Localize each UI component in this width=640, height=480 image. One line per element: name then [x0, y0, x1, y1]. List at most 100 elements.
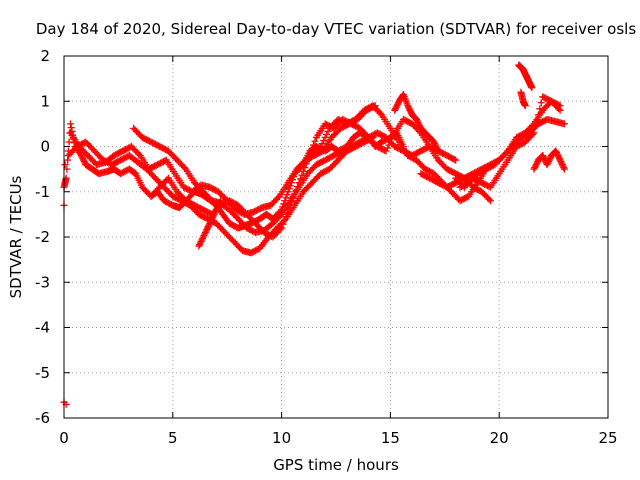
data-point — [202, 227, 210, 235]
data-point — [545, 156, 553, 164]
y-tick-label: -4 — [35, 319, 50, 337]
data-point — [555, 155, 563, 163]
y-tick-label: -2 — [35, 228, 50, 246]
data-point — [207, 218, 215, 226]
data-point — [382, 147, 390, 155]
y-tick-label: -1 — [35, 183, 50, 201]
data-point — [560, 165, 568, 173]
data-point — [288, 198, 296, 206]
x-tick-label: 25 — [598, 429, 617, 447]
data-point — [533, 159, 541, 167]
data-point — [560, 120, 568, 128]
data-point — [323, 130, 331, 138]
data-point — [77, 152, 85, 160]
data-point — [528, 84, 536, 92]
data-point — [292, 186, 300, 194]
data-point — [431, 139, 439, 147]
data-point — [281, 216, 289, 224]
data-point — [198, 236, 206, 244]
data-point — [554, 152, 562, 160]
data-point — [558, 159, 566, 167]
data-point — [199, 233, 207, 241]
x-tick-label: 0 — [59, 429, 69, 447]
data-point — [545, 158, 553, 166]
data-point — [206, 219, 214, 227]
series-track-h — [391, 90, 442, 155]
data-point — [432, 143, 440, 150]
data-point — [283, 209, 291, 217]
data-point — [544, 159, 552, 167]
data-point — [530, 129, 538, 137]
data-point — [413, 117, 421, 125]
data-point — [282, 213, 290, 221]
data-point — [532, 161, 540, 169]
data-point — [539, 152, 547, 160]
data-point — [195, 242, 203, 250]
data-point — [531, 164, 539, 172]
data-point — [391, 105, 399, 113]
data-point — [212, 207, 220, 215]
data-point — [180, 164, 188, 172]
data-point — [201, 228, 209, 236]
data-point — [537, 99, 545, 107]
data-point — [530, 165, 538, 173]
data-point — [67, 120, 75, 128]
data-point — [546, 155, 554, 163]
data-point — [216, 198, 224, 206]
series-track-l — [515, 61, 536, 92]
data-point — [406, 106, 414, 114]
data-point — [278, 224, 286, 232]
data-point — [279, 220, 287, 228]
data-point — [276, 212, 284, 220]
data-point — [208, 215, 216, 223]
x-tick-label: 5 — [168, 429, 178, 447]
series-track-m — [517, 88, 529, 110]
data-point — [521, 102, 529, 110]
data-point — [209, 212, 217, 220]
data-point — [135, 150, 143, 158]
y-tick-label: -6 — [35, 409, 50, 427]
x-tick-label: 10 — [272, 429, 291, 447]
data-point — [431, 141, 439, 149]
data-point — [558, 161, 566, 169]
data-point — [199, 235, 207, 243]
data-point — [556, 102, 564, 110]
y-tick-label: 0 — [40, 138, 50, 156]
data-point — [294, 182, 302, 190]
data-point — [210, 210, 218, 218]
data-point — [531, 162, 539, 170]
data-point — [539, 153, 547, 161]
data-point — [405, 105, 413, 113]
data-point — [289, 194, 297, 202]
data-point — [282, 194, 290, 202]
data-point — [415, 120, 423, 128]
data-point — [203, 225, 211, 233]
data-point — [557, 158, 565, 166]
data-point — [204, 222, 212, 230]
data-point — [552, 147, 560, 155]
data-point — [217, 197, 225, 205]
data-point — [553, 150, 561, 158]
data-point — [388, 135, 396, 143]
data-point — [286, 201, 294, 209]
data-point — [560, 164, 568, 172]
data-point — [283, 191, 291, 199]
data-point — [393, 102, 401, 110]
x-axis-label: GPS time / hours — [273, 456, 399, 474]
data-point — [308, 145, 316, 153]
data-point — [553, 149, 561, 157]
data-point — [324, 127, 332, 135]
data-point — [64, 156, 72, 164]
data-point — [296, 175, 304, 183]
data-point — [555, 153, 563, 161]
data-point — [529, 130, 537, 138]
y-tick-label: -5 — [35, 364, 50, 382]
plot-area — [60, 61, 568, 408]
data-point — [80, 156, 88, 164]
data-point — [321, 133, 329, 141]
data-point — [276, 225, 284, 233]
data-point — [298, 171, 306, 179]
series-track-b — [64, 133, 377, 257]
data-point — [556, 156, 564, 164]
